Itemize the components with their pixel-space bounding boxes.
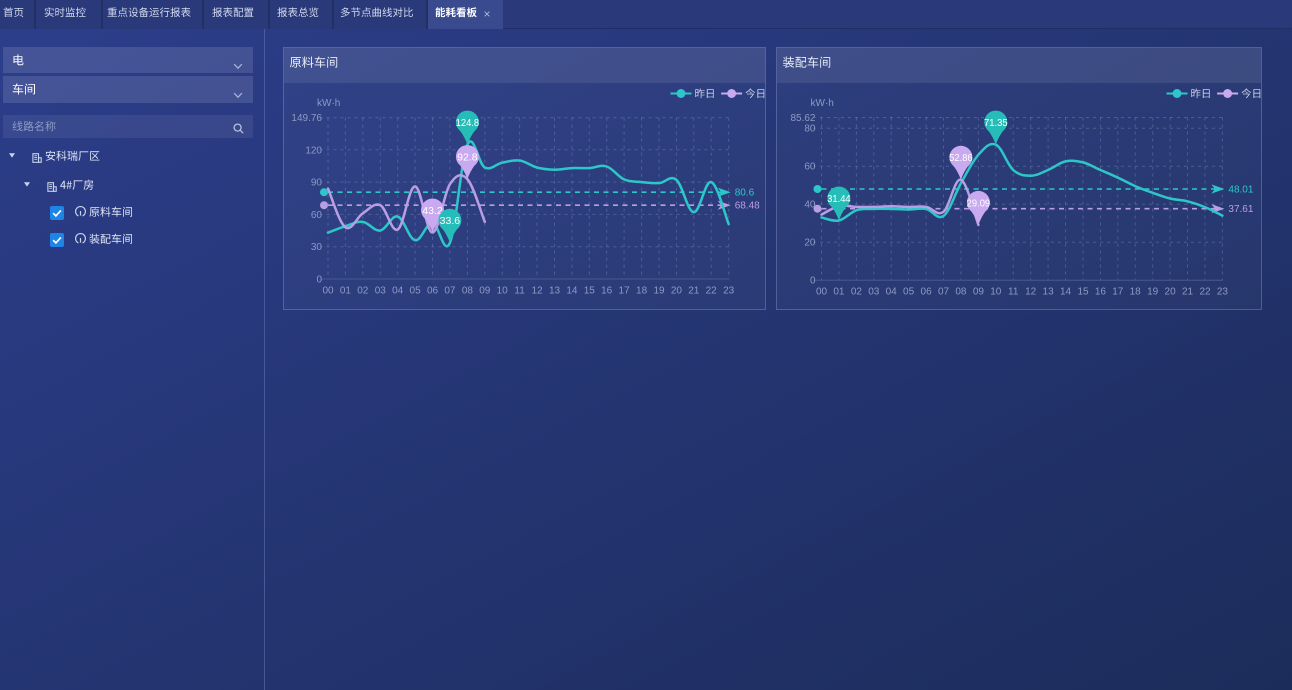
svg-text:18: 18 xyxy=(636,285,648,296)
svg-text:09: 09 xyxy=(973,286,985,297)
svg-text:52.86: 52.86 xyxy=(949,152,973,164)
svg-text:19: 19 xyxy=(653,285,665,296)
svg-text:10: 10 xyxy=(497,285,509,296)
svg-text:18: 18 xyxy=(1130,286,1142,297)
svg-text:31.44: 31.44 xyxy=(827,192,851,204)
svg-text:14: 14 xyxy=(566,285,578,296)
svg-text:05: 05 xyxy=(410,285,422,296)
svg-text:48.01: 48.01 xyxy=(1228,184,1253,195)
svg-text:kW·h: kW·h xyxy=(317,98,340,109)
svg-text:08: 08 xyxy=(462,285,474,296)
svg-text:43.2: 43.2 xyxy=(422,204,443,216)
svg-text:15: 15 xyxy=(1077,286,1089,297)
svg-text:30: 30 xyxy=(311,242,323,253)
svg-text:40: 40 xyxy=(804,199,816,210)
svg-text:03: 03 xyxy=(868,286,880,297)
svg-text:0: 0 xyxy=(810,275,816,286)
svg-text:85.62: 85.62 xyxy=(790,113,815,124)
svg-text:15: 15 xyxy=(584,285,596,296)
svg-text:22: 22 xyxy=(1199,286,1211,297)
svg-text:0: 0 xyxy=(316,274,322,285)
svg-text:124.8: 124.8 xyxy=(456,117,480,129)
svg-text:20: 20 xyxy=(671,285,683,296)
svg-text:16: 16 xyxy=(601,285,613,296)
svg-text:149.76: 149.76 xyxy=(291,113,322,124)
svg-text:00: 00 xyxy=(322,285,334,296)
svg-text:33.6: 33.6 xyxy=(440,215,461,227)
svg-text:37.61: 37.61 xyxy=(1228,204,1253,215)
svg-text:11: 11 xyxy=(514,285,525,296)
svg-text:60: 60 xyxy=(311,209,323,220)
svg-text:80.6: 80.6 xyxy=(735,187,755,198)
svg-text:12: 12 xyxy=(531,285,543,296)
svg-text:13: 13 xyxy=(549,285,561,296)
svg-text:21: 21 xyxy=(1182,286,1194,297)
svg-text:08: 08 xyxy=(955,286,967,297)
svg-text:71.35: 71.35 xyxy=(984,117,1008,129)
svg-text:14: 14 xyxy=(1060,286,1072,297)
svg-text:20: 20 xyxy=(804,237,816,248)
svg-text:11: 11 xyxy=(1008,286,1019,297)
svg-text:04: 04 xyxy=(886,286,898,297)
svg-text:01: 01 xyxy=(340,285,352,296)
svg-text:120: 120 xyxy=(305,145,322,156)
svg-text:07: 07 xyxy=(444,285,456,296)
svg-text:04: 04 xyxy=(392,285,404,296)
svg-text:02: 02 xyxy=(851,286,863,297)
svg-text:06: 06 xyxy=(427,285,439,296)
svg-text:92.8: 92.8 xyxy=(457,151,478,163)
svg-text:03: 03 xyxy=(375,285,387,296)
svg-text:02: 02 xyxy=(357,285,369,296)
svg-text:01: 01 xyxy=(833,286,845,297)
svg-text:kW·h: kW·h xyxy=(811,98,834,109)
svg-text:21: 21 xyxy=(688,285,700,296)
svg-text:68.48: 68.48 xyxy=(735,200,760,211)
svg-text:09: 09 xyxy=(479,285,491,296)
svg-text:19: 19 xyxy=(1147,286,1159,297)
svg-text:13: 13 xyxy=(1043,286,1055,297)
svg-text:10: 10 xyxy=(990,286,1002,297)
svg-text:05: 05 xyxy=(903,286,915,297)
svg-text:07: 07 xyxy=(938,286,950,297)
svg-text:29.09: 29.09 xyxy=(967,197,991,209)
svg-text:16: 16 xyxy=(1095,286,1107,297)
svg-text:17: 17 xyxy=(619,285,631,296)
svg-text:90: 90 xyxy=(311,177,323,188)
svg-text:06: 06 xyxy=(921,286,933,297)
svg-text:22: 22 xyxy=(706,285,718,296)
svg-text:80: 80 xyxy=(804,123,816,134)
svg-text:00: 00 xyxy=(816,286,828,297)
svg-text:17: 17 xyxy=(1112,286,1124,297)
svg-text:20: 20 xyxy=(1165,286,1177,297)
svg-text:60: 60 xyxy=(804,161,816,172)
svg-text:23: 23 xyxy=(723,285,735,296)
svg-text:23: 23 xyxy=(1217,286,1229,297)
svg-text:12: 12 xyxy=(1025,286,1037,297)
